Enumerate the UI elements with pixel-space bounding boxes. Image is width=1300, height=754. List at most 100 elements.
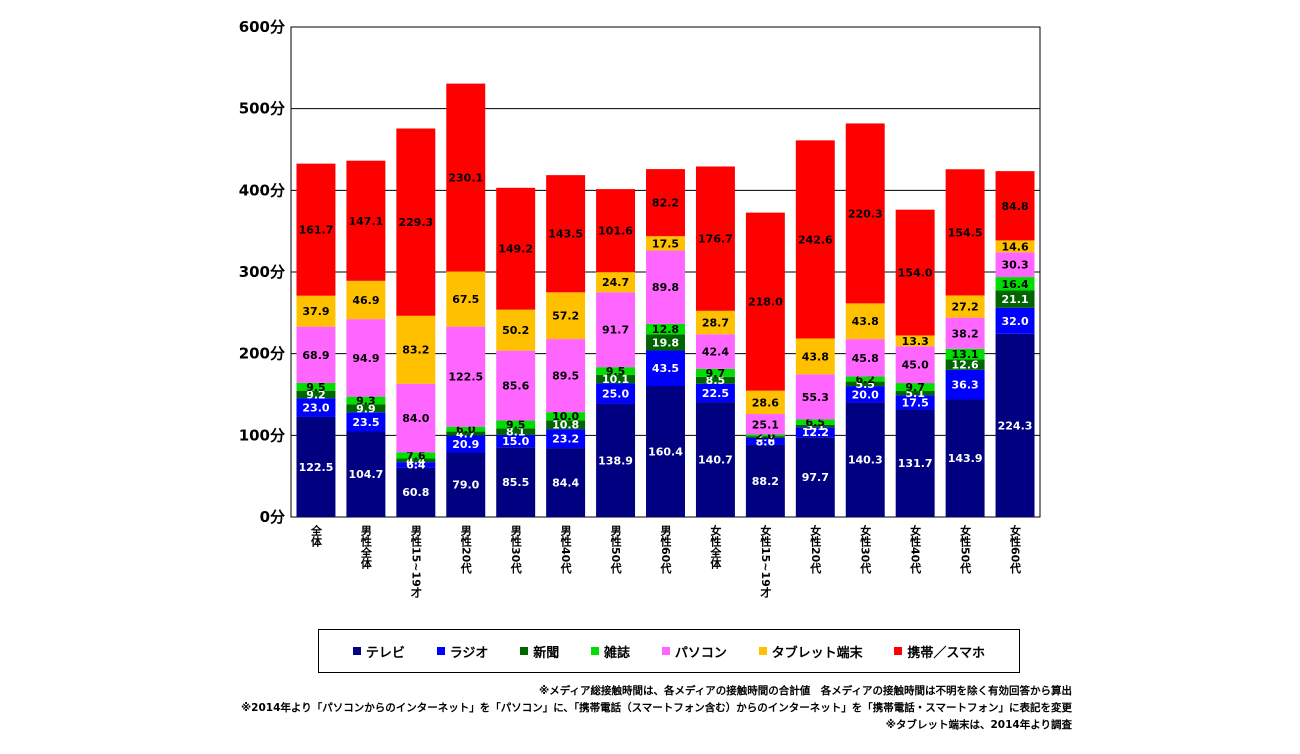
legend-label: ラジオ [449,645,489,661]
bar-segment [596,383,636,404]
category-label: 女性40代 [909,524,923,574]
category-label: 男性40代 [559,525,573,574]
data-label: 30.3 [1001,259,1028,272]
data-label: 13.1 [952,348,979,361]
bar-segment [646,386,685,517]
bar-segment [546,339,586,413]
data-label: 67.5 [452,293,479,306]
y-tick-label: 0分 [260,508,285,526]
data-label: 143.5 [548,228,583,241]
data-label: 14.6 [1001,240,1028,253]
bar-segment [745,444,785,517]
data-label: 220.3 [848,207,883,220]
bar-segment [496,350,536,421]
data-label: 9.3 [356,394,376,407]
bar-segment [296,390,336,399]
data-label: 7.6 [406,449,426,462]
bar-segment [646,350,685,387]
bar-segment [546,175,586,293]
bar-segment [745,212,785,391]
data-label: 32.0 [1001,315,1028,328]
data-label: 55.3 [802,391,829,404]
bar-segment [745,390,785,415]
data-label: 229.3 [398,216,433,229]
bar-segment [695,368,735,377]
data-label: 25.0 [602,387,629,400]
bar-segment [795,374,835,420]
data-label: 25.1 [752,418,779,431]
bar-segment [945,399,985,517]
data-label: 84.8 [1001,200,1028,213]
data-label: 12.6 [952,359,979,372]
category-label: 女性30代 [859,524,873,574]
bar-segment [945,295,985,318]
legend-entry: 新聞 [520,642,559,661]
bar-segment [396,458,436,463]
data-label: 12.8 [652,323,679,336]
legend-entry: テレビ [352,642,405,661]
category-label: 男性30代 [509,525,523,574]
data-label: 176.7 [698,233,733,246]
category-label: 女性20代 [809,524,823,574]
data-label: 43.5 [652,362,679,375]
bar-segment [895,383,935,391]
bar-segment [695,166,735,311]
bar-segment [496,434,536,448]
data-label: 8.5 [706,374,726,387]
bar-segment [546,292,586,340]
bar-segment [845,402,885,517]
data-label: 36.3 [952,379,979,392]
bar-segment [296,163,336,296]
bar-segment [895,209,935,336]
bar-segment [995,252,1035,278]
data-label: 147.1 [349,215,384,228]
data-label: 84.0 [402,412,429,425]
bar-segment [496,309,536,351]
bar-segment [646,323,685,335]
bar-segment [546,448,586,517]
bar-segment [945,348,985,360]
bar-segment [396,315,436,384]
bar-segment [945,359,985,370]
legend-entry: ラジオ [436,642,489,661]
data-label: 9.7 [706,367,726,380]
data-label: 13.3 [902,335,929,348]
bar-segment [596,374,636,384]
data-label: 143.9 [948,452,983,465]
bar-segment [895,409,935,517]
data-label: 89.5 [552,370,579,383]
bar-segment [845,303,885,340]
bar-segment [795,424,835,428]
data-label: 50.2 [502,324,529,337]
bar-segment [596,367,636,375]
bar-segment [695,402,735,517]
legend-swatch [894,647,903,655]
bar-segment [546,429,586,449]
y-tick-label: 600分 [239,18,285,36]
data-label: 84.4 [552,477,579,490]
data-label: 23.2 [552,433,579,446]
bar-segment [446,326,486,427]
bar-segment [446,452,486,517]
bar-segment [895,390,935,396]
category-label: 男性20代 [459,525,473,574]
legend-swatch [436,647,445,655]
data-label: 37.9 [302,305,329,318]
data-label: 24.7 [602,276,629,289]
bar-segment [995,277,1035,291]
bar-segment [396,128,436,316]
data-label: 9.5 [606,365,626,378]
data-label: 28.7 [702,317,729,330]
category-label: 女性15~19才 [759,524,772,599]
bar-segment [845,123,885,304]
legend-swatch [591,647,600,655]
legend-swatch [520,647,529,655]
data-label: 82.2 [652,197,679,210]
data-label: 242.6 [798,233,833,246]
data-label: 94.9 [352,352,379,365]
data-label: 23.0 [302,402,329,415]
category-label: 男性60代 [659,525,673,574]
data-label: 9.7 [905,381,925,394]
bar-segment [745,434,785,437]
